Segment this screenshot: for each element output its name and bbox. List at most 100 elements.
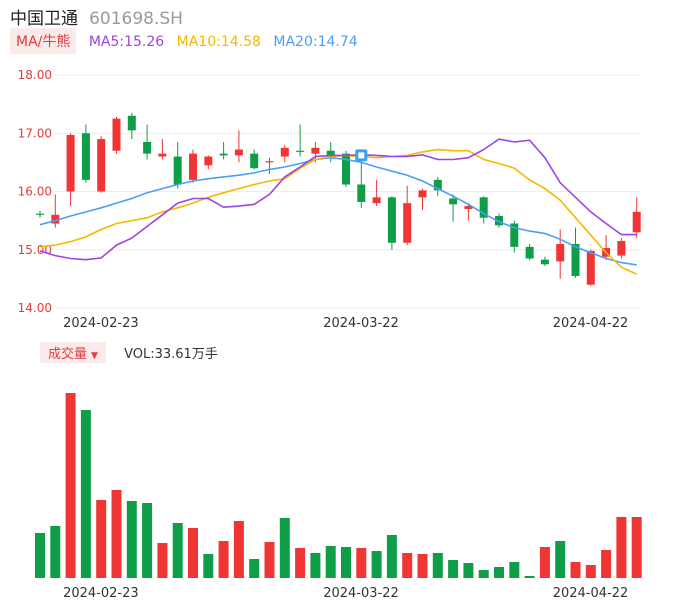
x-tick-label: 2024-04-22 [553, 316, 629, 331]
candle-body [296, 150, 305, 152]
volume-bar [96, 500, 107, 578]
volume-bar [509, 562, 520, 578]
candle-body [357, 184, 366, 202]
volume-bar [371, 551, 382, 578]
crosshair-marker-icon [355, 149, 368, 162]
volume-bar [295, 548, 306, 578]
candle [127, 112, 136, 140]
candle-body [112, 118, 121, 151]
volume-bar [111, 490, 122, 578]
volume-bar [478, 570, 489, 578]
candle-body [311, 147, 320, 154]
candle-body [250, 153, 259, 169]
y-tick-label: 14.00 [18, 301, 52, 315]
volume-bar [356, 548, 367, 578]
volume-bar [35, 533, 45, 578]
x-tick-label: 2024-03-22 [323, 586, 399, 601]
candle-body [479, 197, 488, 218]
candle [433, 176, 442, 197]
candle-body [265, 161, 274, 163]
candle [250, 149, 259, 170]
y-tick-label: 18.00 [18, 68, 52, 82]
candle [204, 155, 213, 170]
volume-bar [203, 554, 214, 578]
candle [97, 136, 106, 193]
stock-name: 中国卫通 [10, 9, 78, 29]
volume-legend: 成交量 ▼ VOL:33.61万手 [40, 342, 218, 363]
candle [234, 130, 243, 163]
candle [112, 116, 121, 154]
candle [189, 149, 197, 183]
ma20-legend: MA20:14.74 [273, 34, 358, 50]
candle-body [525, 246, 534, 259]
volume-bar [539, 547, 550, 578]
candle-body [234, 149, 243, 156]
candle [540, 256, 549, 267]
candle-body [510, 223, 519, 247]
candle-body [158, 153, 167, 157]
candle [464, 203, 473, 221]
candle [495, 213, 503, 228]
volume-bar [80, 410, 91, 578]
candle [357, 159, 366, 208]
volume-bar [50, 526, 61, 578]
volume-bar [142, 503, 153, 578]
stock-code: 601698.SH [89, 9, 183, 29]
volume-bar [585, 565, 596, 578]
candle [510, 220, 519, 253]
candle-body [586, 250, 595, 285]
volume-bar [264, 542, 275, 578]
y-tick-label: 17.00 [18, 126, 52, 140]
candle-body [387, 197, 396, 243]
candle [449, 194, 458, 222]
candle-body [495, 215, 503, 226]
volume-bar [65, 393, 76, 578]
candle-body [280, 147, 289, 157]
volume-bar [233, 521, 244, 578]
volume-bar [463, 563, 474, 578]
ma20-line [39, 156, 637, 266]
candle [342, 150, 350, 187]
volume-bar [570, 562, 581, 578]
volume-bar [631, 517, 642, 578]
ma-toggle-button[interactable]: MA/牛熊 [10, 28, 77, 54]
candle-body [189, 153, 197, 180]
y-tick-label: 16.00 [18, 185, 52, 199]
ma5-legend: MA5:15.26 [88, 34, 165, 50]
volume-bar [417, 554, 428, 578]
candle-body [540, 259, 549, 265]
candle-body [219, 153, 228, 156]
candle [143, 124, 152, 160]
candle-body [143, 141, 152, 154]
volume-bar [279, 518, 290, 578]
volume-toggle-label: 成交量 [48, 347, 88, 362]
candle-body [556, 243, 565, 262]
candle-body [51, 214, 60, 224]
candle-body [449, 198, 458, 205]
candle [173, 141, 182, 189]
candle-body [571, 243, 580, 276]
ma-legend: MA/牛熊 MA5:15.26 MA10:14.58 MA20:14.74 [10, 28, 358, 54]
candle-body [81, 133, 90, 180]
candle [265, 157, 274, 175]
candle-body [36, 213, 44, 215]
volume-bar [325, 546, 336, 578]
candle-body [418, 190, 427, 198]
volume-bar [188, 528, 198, 578]
candle [372, 179, 381, 207]
candle [51, 194, 60, 228]
volume-bar [126, 501, 137, 578]
stock-header: 中国卫通 601698.SH [10, 4, 183, 29]
volume-bar [524, 576, 535, 578]
candle [586, 249, 595, 286]
volume-toggle-button[interactable]: 成交量 ▼ [40, 342, 106, 363]
marker-center [358, 152, 365, 159]
candle [418, 188, 427, 211]
candle [36, 210, 44, 218]
candle-body [66, 134, 75, 192]
candle [66, 133, 75, 207]
candle [387, 196, 396, 250]
candle [632, 197, 641, 239]
